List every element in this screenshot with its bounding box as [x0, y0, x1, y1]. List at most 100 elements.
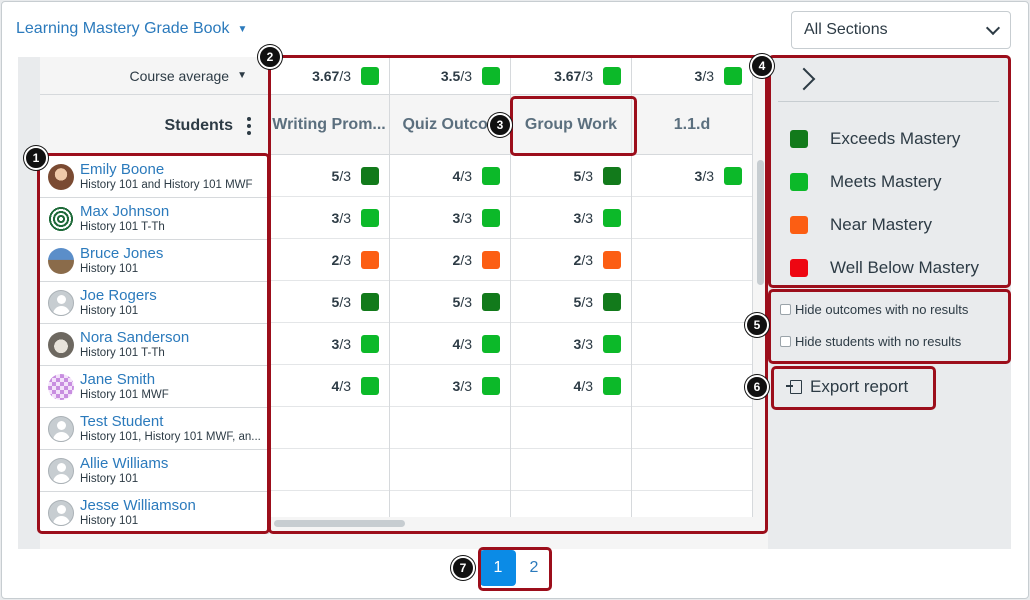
- score-cell: 3/3: [632, 155, 752, 197]
- student-name-link[interactable]: Allie Williams: [80, 454, 169, 472]
- score-cell: 5/3: [269, 281, 389, 323]
- score-value: 3: [573, 335, 582, 352]
- mastery-indicator: [482, 334, 500, 353]
- score-value: 5: [331, 293, 340, 310]
- avatar: [48, 499, 74, 526]
- export-report-button[interactable]: Export report: [778, 370, 930, 404]
- vertical-scroll-thumb[interactable]: [757, 160, 764, 285]
- student-row: Jesse Williamson History 101: [40, 492, 269, 534]
- score-text: 3/3: [574, 336, 593, 352]
- student-section: History 101 MWF: [80, 388, 169, 401]
- course-average-label: Course average: [129, 67, 230, 84]
- student-name-link[interactable]: Joe Rogers: [80, 286, 157, 304]
- student-section: History 101 T-Th: [80, 220, 165, 233]
- average-value: 3.67: [554, 67, 582, 84]
- outcome-column-header[interactable]: 1.1.d: [632, 95, 752, 155]
- score-cell: [632, 323, 752, 365]
- score-denominator: /3: [581, 251, 593, 268]
- score-value: 3: [452, 209, 461, 226]
- horizontal-scroll-thumb[interactable]: [274, 520, 405, 527]
- score-text: 5/3: [332, 168, 351, 184]
- hide-students-option[interactable]: Hide students with no results: [780, 325, 968, 357]
- student-row: Nora Sanderson History 101 T-Th: [40, 324, 269, 366]
- score-value: 4: [331, 377, 340, 394]
- callout-badge: 6: [745, 375, 769, 399]
- score-denominator: /3: [339, 335, 351, 352]
- student-row: Bruce Jones History 101: [40, 240, 269, 282]
- student-section: History 101: [80, 472, 139, 485]
- score-cell: [632, 281, 752, 323]
- student-name-link[interactable]: Test Student: [80, 412, 164, 430]
- student-name-link[interactable]: Bruce Jones: [80, 244, 164, 262]
- export-report-label: Export report: [810, 377, 909, 396]
- mastery-indicator: [361, 66, 379, 85]
- student-section: History 101: [80, 262, 139, 275]
- mastery-indicator: [603, 208, 621, 227]
- hide-outcomes-checkbox[interactable]: [780, 303, 791, 315]
- mastery-indicator: [482, 208, 500, 227]
- score-denominator: /3: [460, 167, 472, 184]
- hide-students-checkbox[interactable]: [780, 335, 791, 347]
- score-cell: 5/3: [390, 281, 510, 323]
- score-denominator: /3: [460, 377, 472, 394]
- course-average-menu[interactable]: Course average ▼: [40, 57, 269, 95]
- outcome-column-header[interactable]: Writing Prom...: [269, 95, 389, 155]
- chevron-right-icon[interactable]: [792, 64, 816, 94]
- student-row: Test Student History 101, History 101 MWF…: [40, 408, 269, 450]
- hide-outcomes-option[interactable]: Hide outcomes with no results: [780, 293, 968, 325]
- student-name-link[interactable]: Jane Smith: [80, 370, 156, 388]
- score-denominator: /3: [339, 209, 351, 226]
- score-denominator: /3: [460, 209, 472, 226]
- outcome-cells: 3.67/3 Writing Prom... 5/3 3/3 2/3 5/3 3/3 4/3 3…: [269, 57, 755, 525]
- legend-panel: [768, 57, 1011, 549]
- callout-badge: 1: [24, 146, 48, 170]
- kebab-menu-icon[interactable]: [247, 116, 251, 135]
- score-value: 2: [331, 251, 340, 268]
- student-name-link[interactable]: Nora Sanderson: [80, 328, 190, 346]
- student-section: History 101: [80, 514, 139, 527]
- gradebook-title: Learning Mastery Grade Book: [16, 20, 230, 37]
- score-cell: 3/3: [511, 323, 631, 365]
- average-value: 3.5: [440, 67, 461, 84]
- student-name-link[interactable]: Emily Boone: [80, 160, 165, 178]
- page-button-1[interactable]: 1: [480, 550, 516, 586]
- panel-divider: [778, 101, 999, 102]
- legend-item: Near Mastery: [790, 203, 979, 246]
- avatar: [48, 247, 74, 274]
- score-denominator: /3: [339, 293, 351, 310]
- score-value: 3: [331, 335, 340, 352]
- score-text: 4/3: [574, 378, 593, 394]
- score-value: 4: [452, 167, 461, 184]
- export-icon: [786, 380, 802, 394]
- student-row: Max Johnson History 101 T-Th: [40, 198, 269, 240]
- student-text: Test Student History 101, History 101 MWF…: [80, 412, 261, 444]
- average-denominator: /3: [460, 67, 472, 84]
- student-name-link[interactable]: Max Johnson: [80, 202, 170, 220]
- filter-options: Hide outcomes with no results Hide stude…: [780, 293, 968, 357]
- mastery-indicator: [361, 250, 379, 269]
- mastery-indicator: [603, 66, 621, 85]
- section-select[interactable]: All Sections: [791, 11, 1011, 49]
- score-cell: 4/3: [390, 323, 510, 365]
- score-cell: 5/3: [511, 281, 631, 323]
- avatar: [48, 457, 74, 484]
- gradebook-menu[interactable]: Learning Mastery Grade Book ▼: [16, 20, 247, 38]
- page-button-2[interactable]: 2: [529, 559, 539, 576]
- mastery-indicator: [361, 292, 379, 311]
- section-select-value: All Sections: [804, 21, 888, 38]
- mastery-indicator: [724, 66, 742, 85]
- average-score: 3.67/3: [312, 68, 351, 84]
- score-denominator: /3: [339, 167, 351, 184]
- score-cell: [632, 449, 752, 491]
- legend-swatch: [790, 258, 808, 277]
- hide-students-label: Hide students with no results: [795, 333, 962, 349]
- avatar: [48, 205, 74, 232]
- score-text: 3/3: [695, 168, 714, 184]
- score-text: 3/3: [453, 378, 472, 394]
- legend-item: Exceeds Mastery: [790, 117, 979, 160]
- outcome-column-header[interactable]: Group Work: [511, 95, 631, 155]
- mastery-indicator: [603, 334, 621, 353]
- student-name-link[interactable]: Jesse Williamson: [80, 496, 196, 514]
- score-cell: 4/3: [269, 365, 389, 407]
